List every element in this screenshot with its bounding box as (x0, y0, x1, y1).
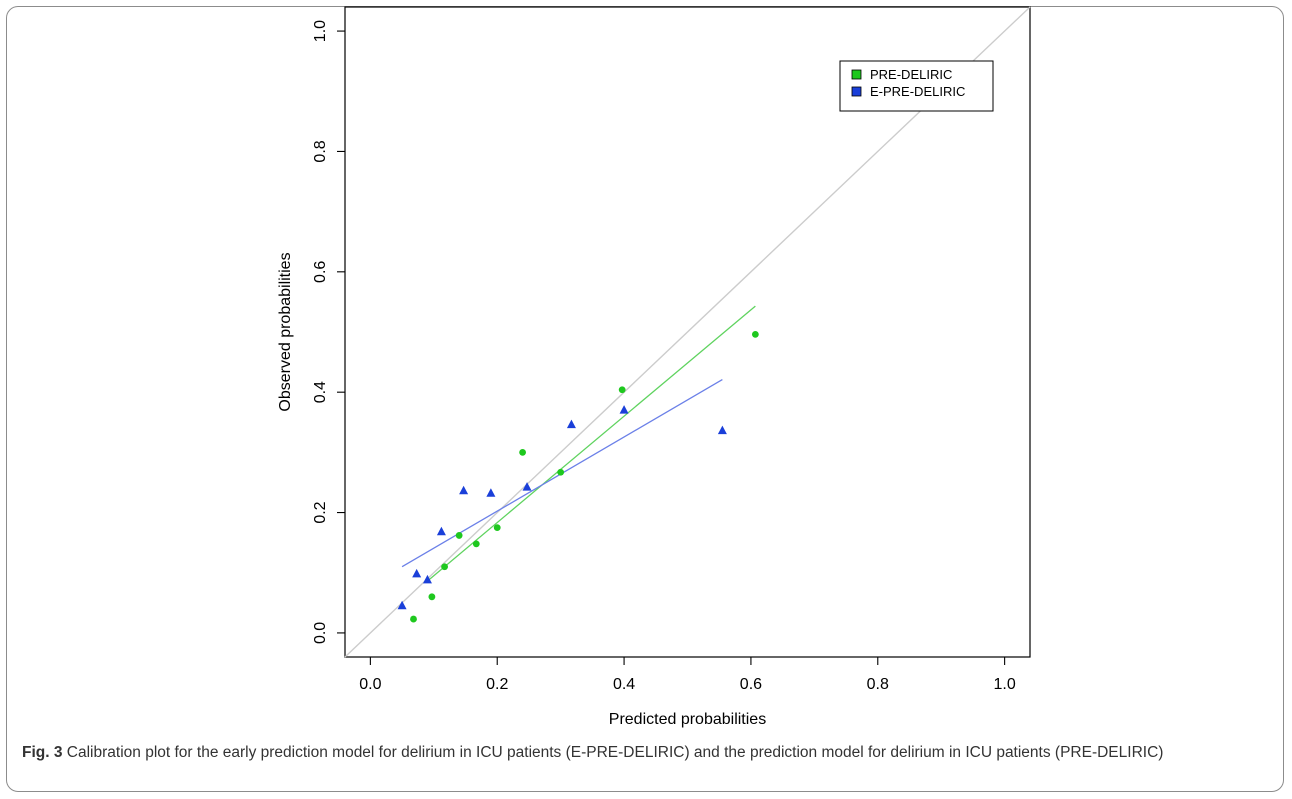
x-axis-title: Predicted probabilities (609, 711, 766, 728)
point-pre-deliric-9 (751, 331, 759, 338)
plot-area (344, 6, 1031, 658)
x-tick-label-2: 0.4 (613, 676, 635, 693)
point-e-pre-deliric-7 (566, 419, 576, 429)
point-e-pre-deliric-2 (422, 574, 432, 584)
legend-box (839, 60, 994, 112)
point-e-pre-deliric-5 (486, 488, 496, 497)
point-pre-deliric-1 (428, 593, 436, 601)
figure-caption: Fig. 3 Calibration plot for the early pr… (22, 742, 1262, 763)
x-tick-label-4: 0.8 (867, 676, 889, 693)
point-e-pre-deliric-6 (522, 482, 532, 491)
point-e-pre-deliric-4 (459, 485, 469, 495)
legend-swatch-e-pre-deliric (851, 86, 862, 97)
y-tick-label-0: 0.0 (312, 622, 329, 644)
y-tick-label-4: 0.8 (312, 140, 329, 162)
point-pre-deliric-7 (557, 468, 565, 476)
point-e-pre-deliric-0 (397, 600, 407, 610)
legend: PRE-DELIRIC E-PRE-DELIRIC (839, 60, 994, 112)
fit-line-pre-deliric (428, 305, 756, 581)
x-tick-label-5: 1.0 (994, 676, 1016, 693)
calibration-plot: 0.0 0.2 0.4 0.6 0.8 1.0 0.0 0.2 0.4 0.6 0.8 1.0 Pr… (277, 6, 1031, 728)
point-e-pre-deliric-9 (717, 425, 727, 435)
point-pre-deliric-6 (519, 448, 526, 456)
point-pre-deliric-5 (493, 524, 501, 532)
y-tick-label-1: 0.2 (312, 501, 329, 523)
x-tick-label-3: 0.6 (740, 676, 762, 693)
point-e-pre-deliric-1 (412, 568, 422, 578)
y-tick-label-2: 0.4 (312, 381, 329, 403)
point-e-pre-deliric-8 (619, 405, 629, 414)
x-tick-label-0: 0.0 (359, 676, 381, 693)
y-tick-label-5: 1.0 (312, 20, 329, 42)
point-e-pre-deliric-3 (436, 526, 446, 536)
caption-text: Calibration plot for the early predictio… (66, 744, 1164, 761)
legend-label-pre-deliric: PRE-DELIRIC (870, 67, 952, 82)
point-pre-deliric-3 (455, 532, 463, 539)
point-pre-deliric-8 (618, 386, 626, 394)
point-pre-deliric-2 (441, 563, 448, 571)
y-axis-title: Observed probabilities (277, 252, 294, 411)
point-pre-deliric-0 (410, 615, 417, 623)
x-tick-label-1: 0.2 (486, 676, 508, 693)
reference-line (344, 6, 1031, 658)
point-pre-deliric-4 (472, 540, 480, 548)
legend-swatch-pre-deliric (851, 69, 862, 80)
legend-label-e-pre-deliric: E-PRE-DELIRIC (870, 84, 965, 99)
figure-label: Fig. 3 (22, 744, 63, 761)
y-tick-label-3: 0.6 (312, 261, 329, 283)
